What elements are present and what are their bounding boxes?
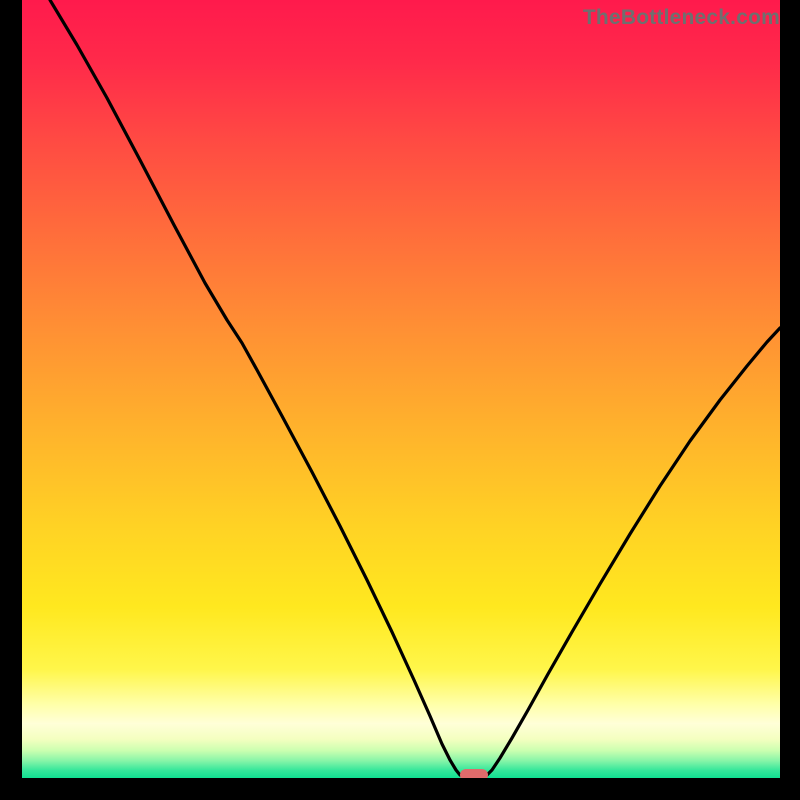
curve-left (50, 0, 460, 775)
bottleneck-curve (22, 0, 780, 778)
min-marker (460, 769, 488, 778)
chart-frame: TheBottleneck.com (0, 0, 800, 800)
watermark-text: TheBottleneck.com (583, 6, 780, 30)
plot-area (22, 0, 780, 778)
curve-right (487, 328, 780, 775)
